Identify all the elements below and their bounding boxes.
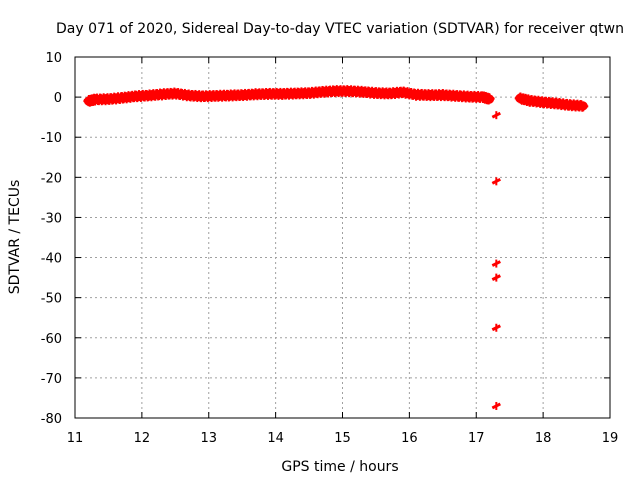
y-tick-label: -30 [41,211,62,226]
data-band-segment [478,92,495,104]
x-tick-label: 14 [267,431,284,446]
y-tick-label: -50 [41,292,62,307]
x-tick-label: 16 [401,431,418,446]
x-tick-label: 18 [535,431,552,446]
axis-ticks: 11 12 13 14 15 16 17 18 19 10 0 -10 -20 -30 -40 -50 -60 -… [41,51,619,446]
x-tick-label: 11 [67,431,84,446]
y-tick-label: -80 [41,412,62,427]
data-band-late [514,92,589,112]
x-tick-label: 17 [468,431,485,446]
x-axis-title: GPS time / hours [281,459,398,475]
y-tick-label: -40 [41,252,62,267]
data-band-segment [565,100,588,111]
outlier-points [491,111,501,410]
y-tick-label: -60 [41,332,62,347]
plot-area [83,85,589,410]
x-tick-label: 19 [602,431,619,446]
x-tick-label: 12 [134,431,151,446]
grid [75,57,610,418]
y-axis-title: SDTVAR / TECUs [7,180,23,295]
y-tick-label: 10 [45,51,62,66]
x-tick-label: 15 [334,431,351,446]
y-tick-label: -10 [41,131,62,146]
y-tick-label: 0 [54,91,62,106]
y-tick-label: -70 [41,372,62,387]
chart-title: Day 071 of 2020, Sidereal Day-to-day VTE… [56,21,624,37]
data-band-main [83,85,495,107]
y-tick-label: -20 [41,171,62,186]
x-tick-label: 13 [200,431,217,446]
